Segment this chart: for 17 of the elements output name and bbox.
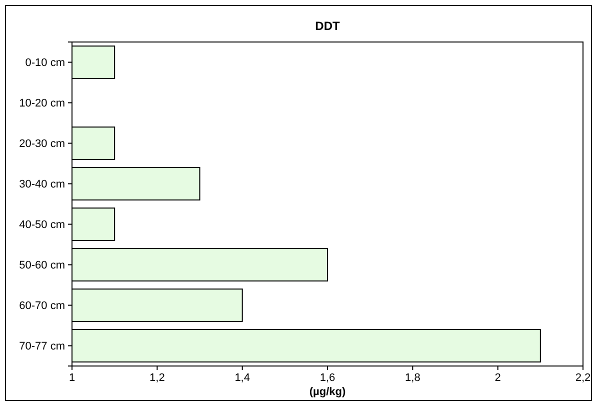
x-tick-label: 1,4 (234, 372, 250, 384)
y-tick-label: 50-60 cm (19, 259, 65, 272)
y-tick-label: 70-77 cm (19, 340, 65, 352)
x-axis-title: (µg/kg) (309, 386, 346, 398)
x-tick-label: 1,2 (150, 372, 165, 384)
y-tick-label: 60-70 cm (19, 300, 65, 312)
y-tick-label: 0-10 cm (25, 56, 65, 69)
x-tick-label: 1 (68, 372, 76, 384)
x-tick-label: 2 (494, 372, 501, 384)
x-tick-label: 2,2 (575, 372, 591, 384)
x-tick-label: 1,6 (320, 372, 336, 384)
chart-title: DDT (315, 19, 340, 33)
y-tick-label: 10-20 cm (19, 97, 65, 110)
y-tick-label: 40-50 cm (19, 218, 65, 231)
y-tick-label: 20-30 cm (19, 138, 65, 150)
x-tick-label: 1,8 (405, 372, 420, 384)
y-tick-label: 30-40 cm (19, 178, 65, 190)
